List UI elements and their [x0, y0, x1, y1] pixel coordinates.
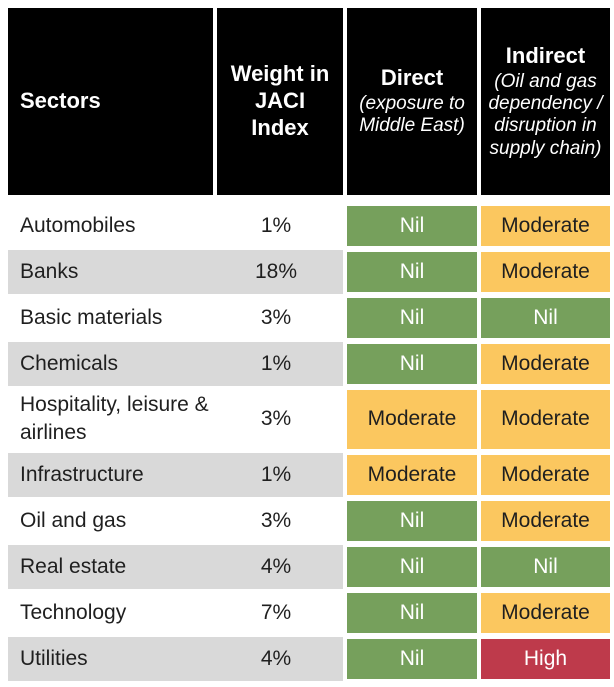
indirect-rating-cell: Moderate	[481, 592, 610, 633]
indirect-rating-cell: Moderate	[481, 500, 610, 541]
sector-name: Technology	[20, 600, 127, 624]
row-band: Automobiles 1%	[8, 204, 343, 248]
header-direct: Direct (exposure to Middle East)	[347, 8, 477, 195]
table-row: Hospitality, leisure & airlines 3% Moder…	[8, 387, 614, 452]
weight-value: 1%	[260, 352, 292, 375]
indirect-rating-cell: Moderate	[481, 344, 610, 384]
row-band: Oil and gas 3%	[8, 498, 343, 543]
direct-rating-cell: Nil	[347, 546, 477, 587]
indirect-rating-cell: Moderate	[481, 206, 610, 246]
direct-rating-cell: Moderate	[347, 454, 477, 495]
row-band: Real estate 4%	[8, 544, 343, 589]
weight-value: 4%	[260, 646, 292, 670]
header-weight-title: Weight in JACI Index	[230, 61, 330, 140]
row-band: Infrastructure 1%	[8, 452, 343, 497]
weight-value: 3%	[260, 508, 292, 532]
weight-value: 4%	[260, 554, 292, 578]
header-sectors-title: Sectors	[20, 88, 101, 114]
header-weight-jaci-index: Weight in JACI Index	[217, 8, 343, 195]
table-header: Sectors Weight in JACI Index Direct (exp…	[8, 8, 614, 195]
row-band: Banks 18%	[8, 250, 343, 294]
header-direct-subtitle: (exposure to Middle East)	[359, 93, 465, 137]
row-band: Hospitality, leisure & airlines 3%	[8, 388, 343, 451]
table-row: Basic materials 3% Nil Nil	[8, 295, 614, 341]
sector-name: Real estate	[20, 554, 127, 578]
indirect-rating-cell: Moderate	[481, 252, 610, 292]
table-row: Oil and gas 3% Nil Moderate	[8, 498, 614, 544]
direct-rating-cell: Nil	[347, 638, 477, 679]
direct-rating-cell: Moderate	[347, 390, 477, 449]
sector-name: Infrastructure	[20, 462, 144, 486]
indirect-rating-cell: Moderate	[481, 454, 610, 495]
direct-rating-cell: Nil	[347, 344, 477, 384]
indirect-rating-cell: Moderate	[481, 390, 610, 449]
table-row: Technology 7% Nil Moderate	[8, 590, 614, 636]
direct-rating-cell: Nil	[347, 206, 477, 246]
direct-rating-cell: Nil	[347, 252, 477, 292]
header-sectors: Sectors	[8, 8, 213, 195]
sector-name: Chemicals	[20, 351, 119, 375]
table-row: Real estate 4% Nil Nil	[8, 544, 614, 590]
weight-value: 3%	[260, 407, 292, 431]
sector-name: Utilities	[20, 646, 88, 670]
sector-name: Hospitality, leisure & airlines	[20, 393, 209, 445]
header-indirect-title: Indirect	[505, 42, 586, 68]
weight-value: 1%	[260, 214, 292, 237]
table-body: Automobiles 1% Nil Moderate Banks 18% Ni…	[8, 203, 614, 682]
table-row: Banks 18% Nil Moderate	[8, 249, 614, 295]
sector-name: Banks	[20, 259, 79, 283]
table-row: Automobiles 1% Nil Moderate	[8, 203, 614, 249]
header-indirect-subtitle: (Oil and gas dependency / disruption in …	[488, 70, 603, 159]
row-band: Basic materials 3%	[8, 296, 343, 340]
direct-rating-cell: Nil	[347, 500, 477, 541]
weight-value: 7%	[260, 600, 292, 624]
direct-rating-cell: Nil	[347, 298, 477, 338]
indirect-rating-cell: High	[481, 638, 610, 679]
weight-value: 18%	[254, 260, 298, 283]
direct-rating-cell: Nil	[347, 592, 477, 633]
weight-value: 3%	[260, 306, 292, 329]
sector-name: Oil and gas	[20, 508, 127, 532]
row-band: Technology 7%	[8, 590, 343, 635]
row-band: Chemicals 1%	[8, 342, 343, 386]
weight-value: 1%	[260, 462, 292, 486]
header-indirect: Indirect (Oil and gas dependency / disru…	[481, 8, 610, 195]
indirect-rating-cell: Nil	[481, 298, 610, 338]
sector-name: Automobiles	[20, 213, 136, 237]
header-direct-title: Direct	[380, 65, 444, 91]
table-row: Chemicals 1% Nil Moderate	[8, 341, 614, 387]
table-row: Infrastructure 1% Moderate Moderate	[8, 452, 614, 498]
sector-name: Basic materials	[20, 305, 163, 329]
table-row: Utilities 4% Nil High	[8, 636, 614, 682]
row-band: Utilities 4%	[8, 636, 343, 681]
indirect-rating-cell: Nil	[481, 546, 610, 587]
